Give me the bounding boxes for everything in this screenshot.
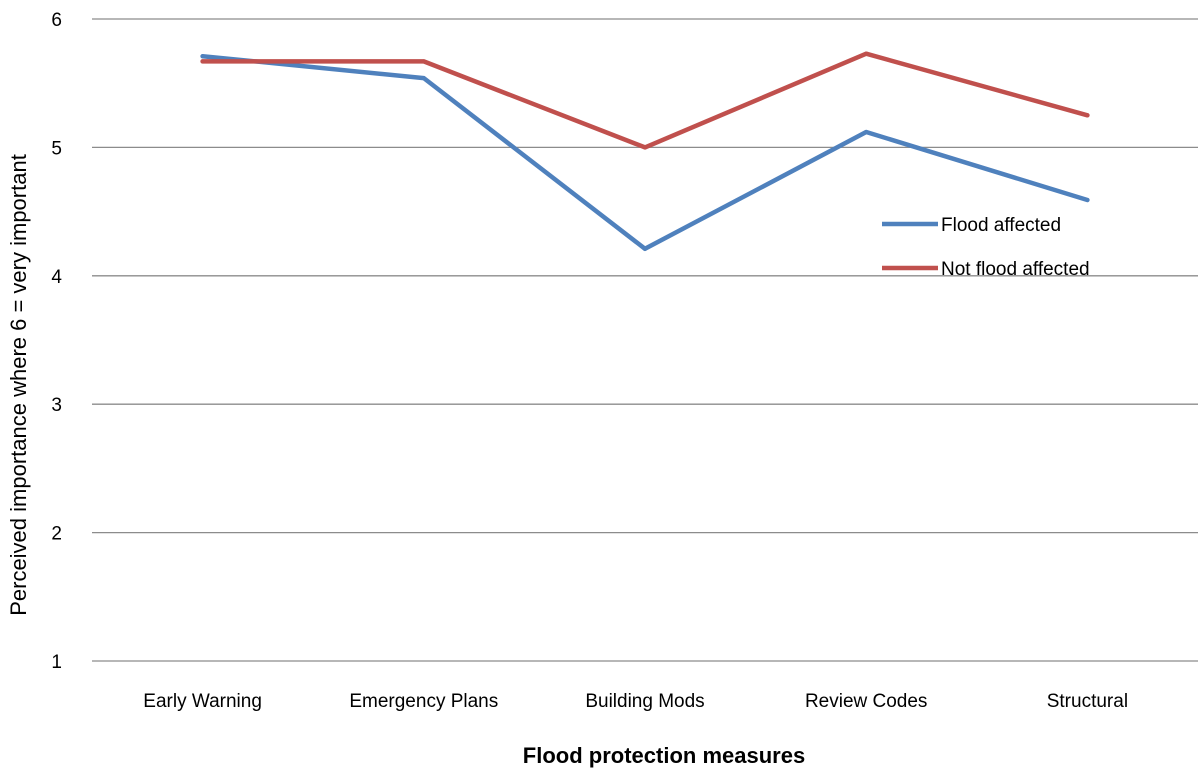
x-tick-label: Review Codes bbox=[805, 691, 928, 712]
data-point bbox=[421, 59, 426, 64]
data-point bbox=[1085, 113, 1090, 118]
legend: Flood affected Not flood affected bbox=[882, 215, 1090, 280]
data-point bbox=[864, 129, 869, 134]
data-point bbox=[1085, 198, 1090, 203]
x-tick-label: Building Mods bbox=[585, 691, 704, 712]
x-tick-label: Structural bbox=[1047, 691, 1128, 712]
data-point bbox=[643, 145, 647, 150]
gridlines bbox=[92, 18, 1198, 662]
y-tick-label: 3 bbox=[51, 395, 62, 416]
legend-label: Not flood affected bbox=[941, 259, 1090, 280]
y-tick-label: 2 bbox=[51, 524, 62, 545]
legend-label: Flood affected bbox=[941, 215, 1061, 236]
data-point bbox=[200, 59, 205, 64]
y-tick-label: 4 bbox=[51, 267, 62, 288]
y-axis-title: Perceived importance where 6 = very impo… bbox=[6, 154, 31, 616]
data-point bbox=[643, 246, 647, 251]
y-tick-label: 6 bbox=[51, 10, 62, 31]
x-axis-title: Flood protection measures bbox=[523, 743, 805, 768]
data-point bbox=[864, 51, 869, 56]
x-tick-label: Emergency Plans bbox=[349, 691, 498, 712]
y-tick-label: 1 bbox=[51, 652, 62, 673]
x-tick-label: Early Warning bbox=[143, 691, 262, 712]
y-axis-ticks: 1 2 3 4 5 6 bbox=[51, 10, 62, 673]
series-layer bbox=[200, 51, 1090, 252]
x-axis-ticks: Early Warning Emergency Plans Building Mod… bbox=[143, 691, 1128, 712]
data-point bbox=[200, 54, 205, 59]
data-point bbox=[421, 76, 426, 81]
y-tick-label: 5 bbox=[51, 138, 62, 159]
